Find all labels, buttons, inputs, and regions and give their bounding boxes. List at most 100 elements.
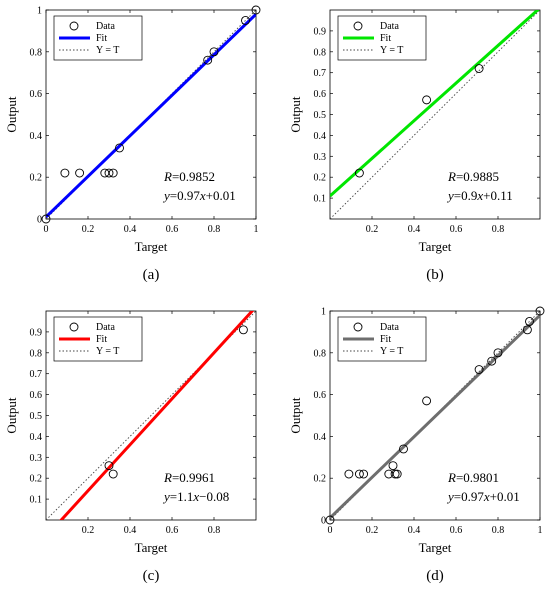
fit-equation: y=0.97x+0.01 (446, 489, 520, 504)
eq-slope: =0.97 (170, 188, 201, 203)
data-point (522, 325, 532, 335)
eq-intercept: +0.11 (483, 188, 513, 203)
line-group (46, 311, 256, 520)
x-axis-label: Target (135, 239, 168, 254)
eq-y: y (162, 489, 170, 504)
x-tick-label: 0.4 (124, 525, 137, 536)
data-point (203, 55, 213, 65)
r-value: =0.9885 (456, 169, 499, 184)
data-point (75, 168, 85, 178)
eq-intercept: −0.08 (199, 489, 229, 504)
legend-data-marker (353, 322, 363, 332)
legend-data-marker (353, 21, 363, 31)
fit-equation: y=1.1x−0.08 (162, 489, 229, 504)
x-tick-label: 0 (328, 525, 333, 536)
panel-caption: (d) (426, 568, 444, 584)
data-point (325, 515, 335, 525)
y-tick-label: 0.2 (30, 173, 43, 184)
r-annotation: R=0.9961 (163, 470, 215, 485)
data-point (344, 469, 354, 479)
data-point (474, 64, 484, 73)
r-symbol: R (447, 169, 456, 184)
eq-intercept: +0.01 (206, 188, 236, 203)
r-annotation: R=0.9885 (447, 169, 499, 184)
data-point (390, 469, 400, 479)
data-point (474, 365, 484, 374)
y-axis-label: Output (288, 397, 303, 434)
y-tick-label: 0.6 (30, 89, 43, 100)
y-tick-label: 0.7 (314, 68, 327, 79)
x-tick-label: 0.2 (82, 224, 95, 235)
y-tick-label: 0.4 (30, 131, 43, 142)
data-point (388, 461, 398, 471)
eq-x: x (476, 188, 483, 203)
x-tick-label: 0.6 (450, 224, 463, 235)
x-tick-label: 1 (254, 224, 259, 235)
data-point (525, 317, 534, 326)
r-annotation: R=0.9852 (163, 169, 215, 184)
fit-line (330, 10, 540, 198)
chart-panel-c: 0.2 0.4 0.6 0.8 0.1 0.2 0.3 0.4 0.5 0.6 0.7 0.8 0.9 D… (4, 310, 257, 584)
y-tick-label: 0 (37, 215, 42, 226)
data-point (60, 168, 70, 178)
legend-label-data: Data (96, 322, 115, 333)
legend-label-fit: Fit (96, 33, 107, 44)
y-tick-label: 0.5 (314, 110, 327, 121)
y-tick-label: 0.9 (314, 26, 327, 37)
data-point (104, 461, 114, 471)
y-axis-label: Output (4, 397, 19, 434)
y-tick-label: 1 (321, 307, 326, 318)
x-axis-label: Target (419, 239, 452, 254)
fit-line (46, 13, 256, 218)
data-point (422, 95, 432, 105)
x-tick-label: 1 (538, 525, 543, 536)
line-group (330, 311, 540, 520)
legend-label-data: Data (96, 21, 115, 32)
data-point (238, 325, 248, 335)
legend-label-identity: Y = T (96, 346, 119, 357)
data-point (108, 168, 118, 178)
y-tick-label: 0.2 (314, 173, 327, 184)
legend-label-fit: Fit (96, 334, 107, 345)
eq-intercept: +0.01 (490, 489, 520, 504)
eq-slope: =0.97 (454, 489, 485, 504)
x-tick-label: 0.8 (208, 525, 221, 536)
x-tick-label: 0.4 (124, 224, 137, 235)
data-point (487, 356, 497, 366)
data-point (392, 469, 402, 479)
x-axis-label: Target (135, 540, 168, 555)
y-tick-label: 0.1 (30, 495, 43, 506)
fit-line (59, 311, 255, 520)
y-tick-label: 0.6 (314, 390, 327, 401)
data-point (108, 469, 118, 479)
x-axis-label: Target (419, 540, 452, 555)
r-symbol: R (447, 470, 456, 485)
x-tick-label: 0 (44, 224, 49, 235)
y-tick-label: 0.6 (30, 390, 43, 401)
r-value: =0.9961 (172, 470, 215, 485)
y-tick-label: 0.1 (314, 194, 327, 205)
y-tick-label: 0.2 (30, 474, 43, 485)
legend-label-identity: Y = T (96, 45, 119, 56)
data-point (104, 168, 114, 178)
x-tick-label: 0.8 (492, 525, 505, 536)
y-tick-label: 0.3 (314, 152, 327, 163)
data-point (209, 47, 219, 57)
line-group (330, 10, 540, 219)
y-tick-label: 0.6 (314, 89, 327, 100)
y-tick-label: 0.4 (30, 432, 43, 443)
data-point (115, 143, 124, 153)
panel-caption: (c) (143, 568, 160, 584)
x-tick-label: 0.2 (82, 525, 95, 536)
eq-slope: =0.9 (454, 188, 478, 203)
eq-y: y (162, 188, 170, 203)
x-tick-label: 0.6 (166, 525, 179, 536)
data-point (493, 348, 503, 358)
y-tick-label: 0.5 (30, 411, 43, 422)
y-tick-label: 0.8 (30, 47, 43, 58)
data-point (241, 16, 250, 25)
panel-caption: (b) (426, 267, 444, 283)
x-tick-label: 0.8 (208, 224, 221, 235)
y-axis-label: Output (288, 96, 303, 133)
